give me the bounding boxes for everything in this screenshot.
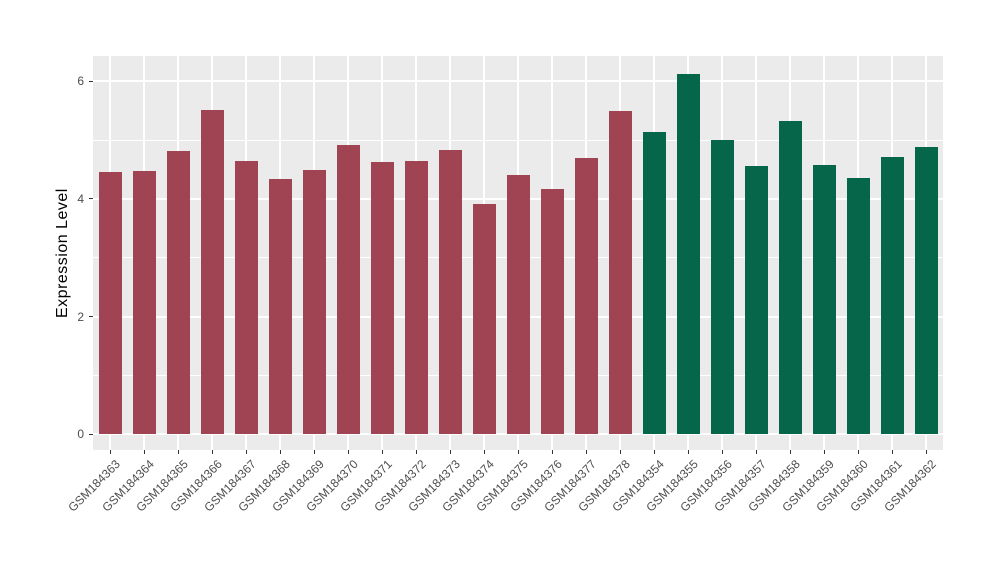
bar	[166, 150, 190, 435]
x-tick-mark	[755, 450, 757, 454]
y-tick-mark	[89, 316, 93, 317]
x-tick-mark	[177, 450, 179, 454]
x-tick-mark	[483, 450, 485, 454]
x-tick-mark	[143, 450, 145, 454]
bar	[234, 161, 258, 435]
bar	[642, 131, 666, 435]
y-tick-label: 6	[77, 74, 84, 89]
x-tick-mark	[517, 450, 519, 454]
x-tick-mark	[823, 450, 825, 454]
bar	[506, 175, 530, 435]
x-tick-mark	[313, 450, 315, 454]
x-tick-mark	[585, 450, 587, 454]
plot-panel	[93, 56, 943, 450]
bar	[608, 110, 632, 435]
bar	[574, 158, 598, 435]
x-tick-mark	[653, 450, 655, 454]
bar	[914, 147, 938, 435]
bar	[132, 171, 156, 435]
y-tick-label: 0	[77, 427, 84, 442]
x-tick-mark	[245, 450, 247, 454]
y-tick-mark	[89, 198, 93, 200]
x-tick-mark	[415, 450, 417, 454]
x-tick-mark	[381, 450, 383, 454]
x-tick-mark	[619, 450, 621, 454]
bar	[200, 109, 224, 435]
x-tick-mark	[551, 450, 553, 454]
x-tick-mark	[109, 450, 111, 454]
x-tick-mark	[925, 450, 927, 454]
y-tick-mark	[89, 80, 93, 82]
bar	[404, 161, 428, 435]
x-tick-mark	[211, 450, 213, 454]
x-tick-mark	[857, 450, 859, 454]
y-tick-label: 4	[77, 191, 84, 206]
bar	[472, 203, 496, 435]
bar	[846, 177, 870, 435]
bar	[880, 156, 904, 435]
y-tick-mark	[89, 433, 93, 435]
x-tick-mark	[789, 450, 791, 454]
bar	[744, 165, 768, 435]
x-tick-mark	[721, 450, 723, 454]
bar	[778, 120, 802, 435]
bar	[540, 189, 564, 435]
y-axis-title: Expression Level	[54, 188, 71, 318]
bar	[676, 74, 700, 435]
bar	[268, 178, 292, 435]
y-tick-label: 2	[77, 309, 84, 324]
x-tick-mark	[449, 450, 451, 454]
x-tick-mark	[687, 450, 689, 454]
x-tick-mark	[347, 450, 349, 454]
x-tick-mark	[891, 450, 893, 454]
bar	[710, 140, 734, 435]
bar	[370, 162, 394, 435]
x-tick-mark	[279, 450, 281, 454]
bar	[302, 170, 326, 435]
bar	[812, 165, 836, 435]
bar	[336, 145, 360, 435]
bar	[98, 172, 122, 435]
bar	[438, 149, 462, 435]
